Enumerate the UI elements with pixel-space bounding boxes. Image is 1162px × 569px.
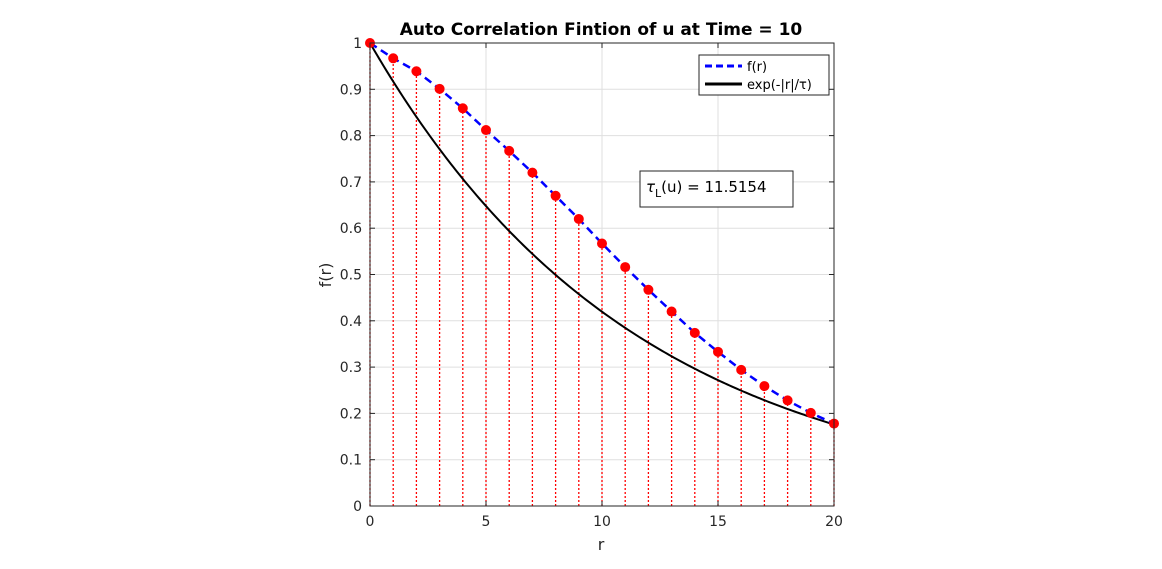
legend: f(r) exp(-|r|/τ)	[698, 54, 830, 96]
y-tick-label: 0.6	[340, 221, 362, 237]
stem-marker	[434, 83, 445, 94]
stem-marker	[805, 407, 816, 418]
series-line-exp	[369, 42, 835, 426]
annotation-box	[639, 170, 794, 208]
stem-marker	[527, 167, 538, 178]
y-axis-label: f(r)	[316, 263, 335, 288]
y-tick-label: 0	[353, 499, 362, 515]
y-tick-label: 1	[353, 36, 362, 52]
y-tick-label: 0.3	[340, 360, 362, 376]
chart-title: Auto Correlation Fintion of u at Time = …	[400, 20, 803, 40]
x-tick-label: 5	[482, 514, 491, 530]
y-tick-label: 0.7	[340, 175, 362, 191]
stem-marker	[736, 364, 747, 375]
stem-marker	[550, 190, 561, 201]
x-tick-label: 10	[593, 514, 611, 530]
stem-marker	[759, 381, 770, 392]
stem-marker	[573, 213, 584, 224]
stem-marker	[782, 395, 793, 406]
legend-label-fr: f(r)	[747, 60, 767, 75]
stem-marker	[457, 103, 468, 114]
y-tick-label: 0.4	[340, 314, 362, 330]
y-tick-label: 0.5	[340, 268, 362, 284]
tau-annotation: τL(u) = 11.5154	[639, 170, 794, 208]
stem-marker	[620, 262, 631, 273]
annotation-tau-symbol: τ	[646, 178, 656, 196]
stem-marker	[411, 66, 422, 77]
stem-marker	[713, 346, 723, 357]
stem-marker	[597, 238, 607, 249]
x-tick-label: 20	[825, 514, 843, 530]
series-lines	[369, 41, 835, 426]
stem-marker	[504, 145, 515, 156]
annotation-text: τL(u) = 11.5154	[646, 178, 767, 200]
annotation-subscript: L	[655, 187, 662, 200]
stem-markers	[365, 38, 839, 429]
x-tick-label: 15	[709, 514, 727, 530]
x-axis-label: r	[598, 535, 605, 554]
y-tick-label: 0.1	[340, 453, 362, 469]
y-tick-label: 0.8	[340, 129, 362, 145]
stem-marker	[388, 53, 399, 64]
annotation-value: (u) = 11.5154	[661, 178, 766, 196]
axis-ticks: 0 5 10 15 20 0 0.1 0.2 0.3 0.4 0.5 0.6 0.7 0.8 0.9 1	[340, 36, 843, 530]
stem-lines	[369, 43, 835, 506]
series-line-fr	[369, 41, 835, 425]
legend-box	[698, 54, 830, 96]
y-tick-label: 0.9	[340, 82, 362, 98]
stem-marker	[481, 125, 491, 136]
x-tick-label: 0	[366, 514, 375, 530]
stem-marker	[666, 306, 677, 317]
legend-label-exp: exp(-|r|/τ)	[747, 78, 812, 93]
stem-marker	[643, 284, 654, 295]
y-tick-label: 0.2	[340, 406, 362, 422]
stem-marker	[689, 327, 700, 338]
